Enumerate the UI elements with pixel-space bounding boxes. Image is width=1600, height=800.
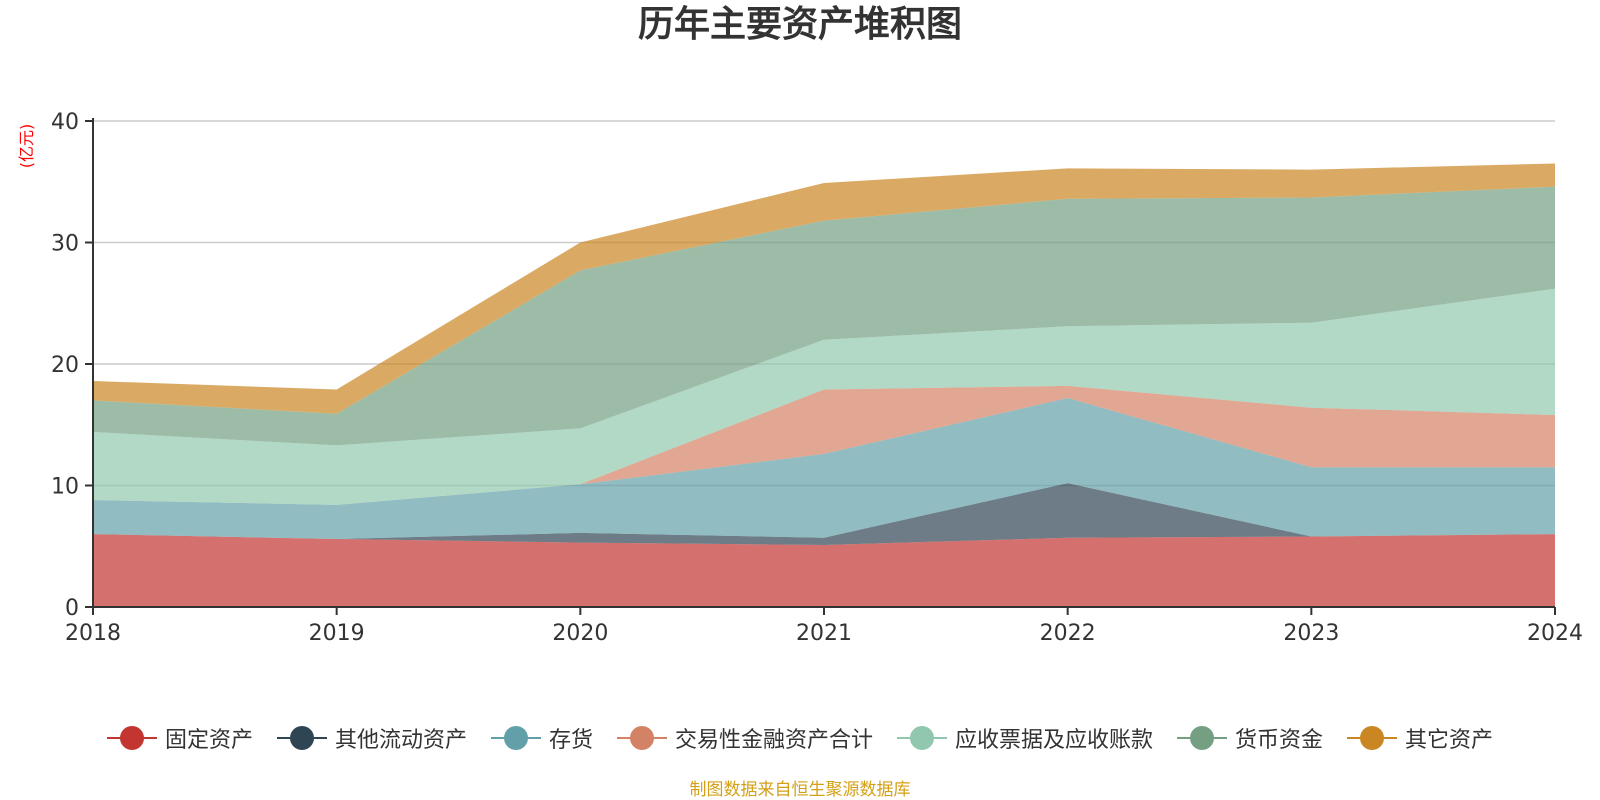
area-series-6[interactable]	[93, 163, 1555, 414]
legend-marker-icon	[616, 726, 667, 750]
legend-label: 交易性金融资产合计	[674, 728, 873, 753]
legend-marker-icon	[1177, 726, 1228, 750]
area-series-layer	[93, 163, 1555, 607]
legend-item-6[interactable]: 其它资产	[1347, 722, 1493, 754]
area-series-2[interactable]	[93, 398, 1555, 539]
legend-marker-icon	[276, 726, 327, 750]
x-tick-label: 2021	[796, 621, 852, 646]
area-series-1[interactable]	[93, 483, 1555, 545]
x-tick-label: 2019	[309, 621, 365, 646]
x-tick-label: 2024	[1527, 621, 1583, 646]
data-source-note: 制图数据来自恒生聚源数据库	[689, 780, 911, 800]
legend-item-4[interactable]: 应收票据及应收账款	[897, 722, 1153, 754]
area-series-0[interactable]	[93, 534, 1555, 607]
x-tick-label: 2023	[1283, 621, 1339, 646]
y-tick-label: 40	[51, 110, 79, 135]
legend-marker-icon	[1347, 726, 1398, 750]
legend-label: 货币资金	[1235, 728, 1324, 753]
y-tick-label: 0	[65, 596, 79, 621]
x-tick-label: 2018	[65, 621, 121, 646]
legend-marker-icon	[106, 726, 157, 750]
legend-label: 应收票据及应收账款	[955, 728, 1154, 753]
y-axis-unit-label: (亿元)	[17, 124, 36, 169]
x-tick-label: 2022	[1040, 621, 1096, 646]
legend-marker-icon	[490, 726, 541, 750]
legend-label: 其他流动资产	[334, 728, 467, 753]
area-series-3[interactable]	[93, 385, 1555, 505]
chart-title: 历年主要资产堆积图	[637, 4, 962, 45]
chart-legend: 固定资产 其他流动资产 存货 交易性金融资产合计 应收票据及应收账款 货币资金 其它资产	[0, 718, 1600, 758]
legend-item-3[interactable]: 交易性金融资产合计	[616, 722, 873, 754]
legend-item-2[interactable]: 存货	[490, 722, 593, 754]
area-series-4[interactable]	[93, 288, 1555, 505]
legend-marker-icon	[897, 726, 947, 750]
y-tick-label: 30	[51, 232, 79, 257]
legend-label: 其它资产	[1405, 728, 1494, 753]
area-series-5[interactable]	[93, 186, 1555, 446]
legend-label: 存货	[548, 728, 593, 753]
y-tick-label: 10	[51, 475, 79, 500]
x-tick-label: 2020	[552, 621, 608, 646]
legend-item-1[interactable]: 其他流动资产	[276, 722, 467, 754]
axes: 0 10 20 30 40 2018 2019 2020 2021 2022 2023 2024	[51, 110, 1583, 646]
y-tick-label: 20	[51, 353, 79, 378]
legend-item-5[interactable]: 货币资金	[1177, 722, 1323, 754]
stacked-area-chart: 0 10 20 30 40 2018 2019 2020 2021 2022 2023 2024 (亿…	[17, 110, 1583, 646]
legend-label: 固定资产	[164, 728, 253, 753]
legend-item-0[interactable]: 固定资产	[106, 722, 253, 754]
